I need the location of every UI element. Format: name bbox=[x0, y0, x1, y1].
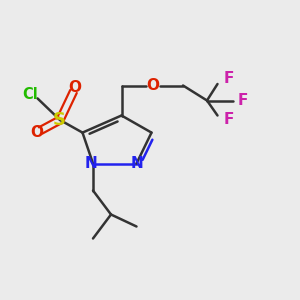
Text: S: S bbox=[52, 111, 65, 129]
Text: N: N bbox=[131, 156, 143, 171]
Text: N: N bbox=[85, 156, 98, 171]
Text: O: O bbox=[30, 125, 43, 140]
Text: F: F bbox=[238, 93, 248, 108]
Text: F: F bbox=[224, 71, 234, 86]
Text: F: F bbox=[224, 112, 234, 128]
Text: O: O bbox=[146, 78, 160, 93]
Text: Cl: Cl bbox=[22, 87, 38, 102]
Text: O: O bbox=[68, 80, 82, 94]
